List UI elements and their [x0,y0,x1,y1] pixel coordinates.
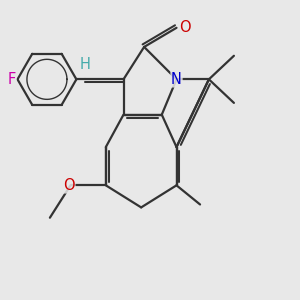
Text: N: N [171,72,182,87]
Text: O: O [179,20,190,35]
Text: O: O [63,178,75,193]
Text: H: H [80,56,91,71]
Text: F: F [8,72,16,87]
